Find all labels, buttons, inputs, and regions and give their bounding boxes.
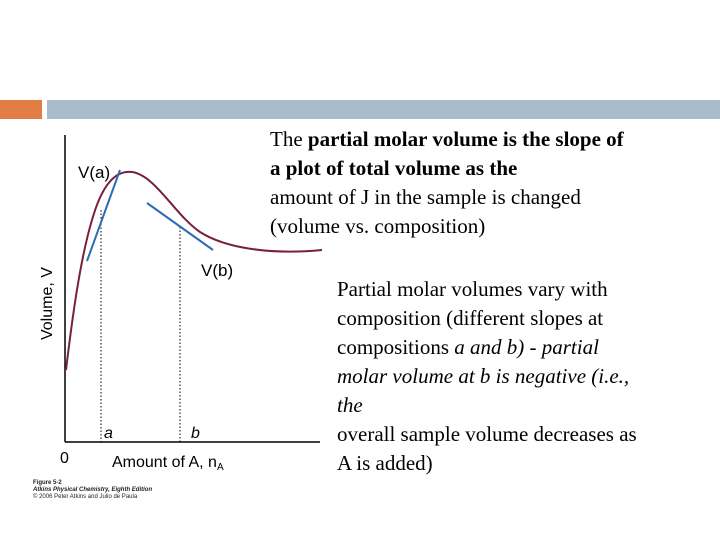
main-line-1-bold: partial molar volume is the slope of [307,127,624,151]
side-line-3: compositions a and b) - partial [337,333,712,362]
tangent-line-b [146,202,214,251]
accent-bar-blue [47,100,720,119]
main-line-1: The partial molar volume is the slope of [270,125,710,154]
side-paragraph: Partial molar volumes vary with composit… [337,275,712,478]
accent-bar-orange [0,100,42,119]
point-a-label: a [104,425,113,442]
side-line-4: molar volume at b is negative (i.e., [337,362,712,391]
side-line-5: the [337,391,712,420]
side-line-6: overall sample volume decreases as [337,422,637,446]
point-b-label: b [191,425,200,442]
caption-figure-number: Figure 5-2 [33,480,62,486]
side-line-1: Partial molar volumes vary with [337,277,608,301]
partial-molar-volume-plot: Volume, V V(a) V(b) a b 0 Amount of A, n… [39,135,323,473]
total-volume-curve [65,170,323,371]
caption-copyright: © 2006 Peter Atkins and Julio de Paula [33,494,138,500]
side-line-7: A is added) [337,451,433,475]
x-axis-label-main: Amount of A, n [112,454,217,471]
main-line-4: (volume vs. composition) [270,214,486,238]
x-axis-label: Amount of A, nA [112,454,224,473]
tangent-a-label: V(a) [78,163,110,182]
tangent-b-label: V(b) [201,261,233,280]
main-line-2: a plot of total volume as the [270,156,518,180]
main-line-3: amount of J in the sample is changed [270,185,581,209]
side-line-3-italic: a and b) - partial [454,335,599,359]
tangent-line-a [86,169,121,262]
side-line-3-normal: compositions [337,335,455,359]
side-line-4-italic: molar volume at b is negative (i.e., [337,364,630,388]
y-axis-label: Volume, V [39,267,56,340]
side-line-2: composition (different slopes at [337,306,604,330]
caption-book-title: Atkins Physical Chemistry, Eighth Editio… [33,487,153,493]
main-paragraph: The partial molar volume is the slope of… [270,125,710,241]
figure-caption: Figure 5-2 Atkins Physical Chemistry, Ei… [33,480,152,501]
main-line-1-normal: The [270,127,308,151]
origin-label: 0 [60,450,69,467]
x-axis-label-subscript: A [217,462,224,473]
side-line-5-italic: the [337,393,363,417]
